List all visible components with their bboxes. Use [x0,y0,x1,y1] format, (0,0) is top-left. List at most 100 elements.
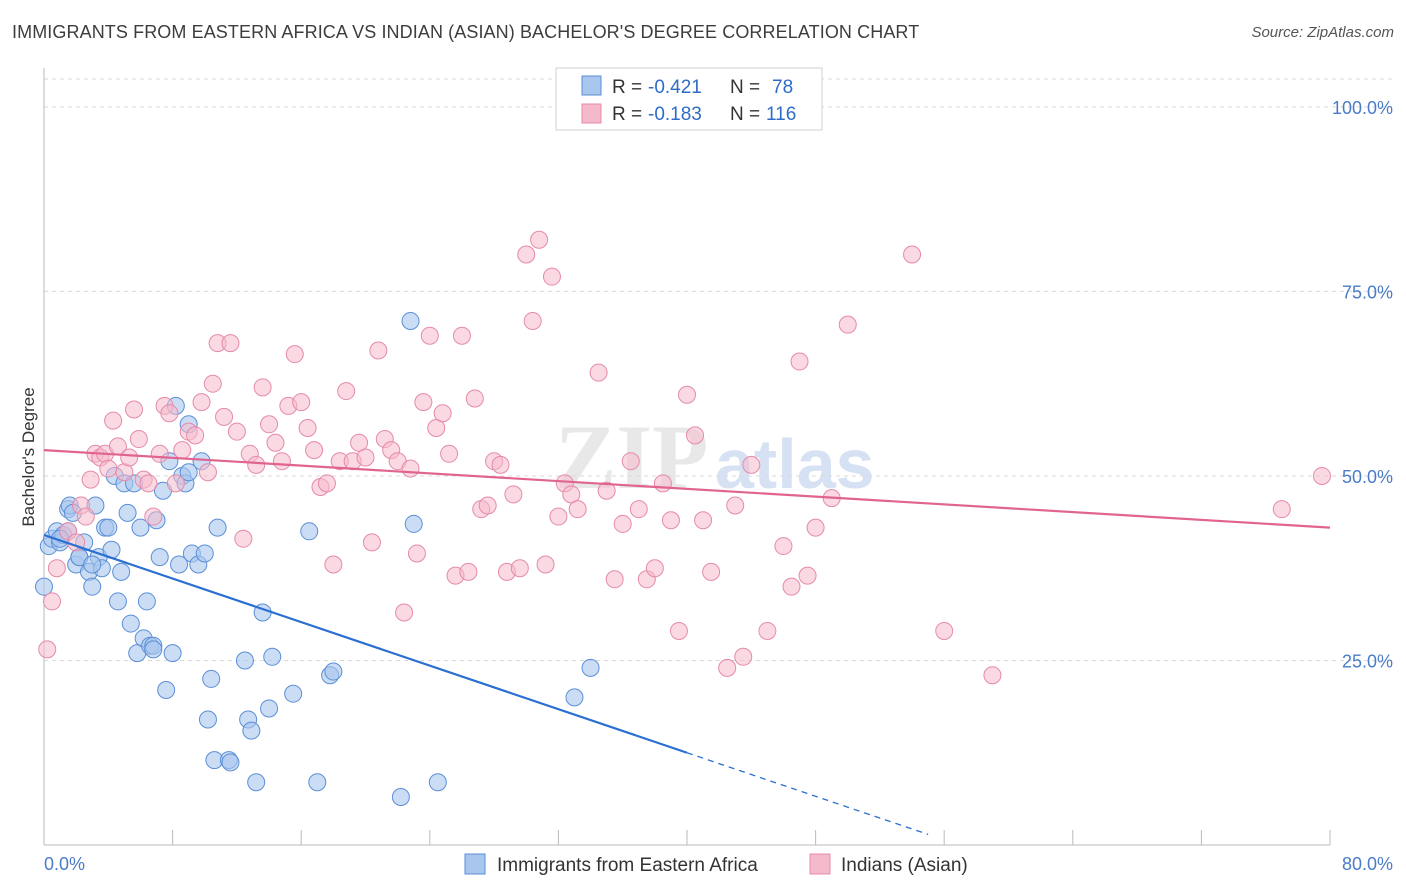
series-eastern-africa-points [35,311,600,807]
data-point-indians [478,496,497,515]
data-point-indians [983,666,1002,685]
bottom-legend-swatch-pink [809,853,831,875]
data-point-eastern-africa [221,753,240,772]
data-point-indians [260,415,279,434]
y-tick-label: 75.0% [1342,282,1393,302]
data-point-indians [227,422,246,441]
data-point-indians [645,559,664,578]
data-point-indians [253,378,272,397]
data-point-indians [517,245,536,264]
data-point-eastern-africa [131,518,150,537]
data-point-indians [726,496,745,515]
data-point-indians [47,559,66,578]
data-point-indians [653,474,672,493]
data-point-indians [774,537,793,556]
trend-line-indians [43,449,1331,529]
legend: R = -0.421 N = 78 R = -0.183 N = 116 [555,67,823,131]
data-point-eastern-africa [170,555,189,574]
data-point-indians [305,441,324,460]
legend-r-value-1: -0.421 [648,77,702,98]
data-point-indians [420,326,439,345]
data-point-indians [298,418,317,437]
data-point-indians [523,311,542,330]
trend-lines [43,449,1331,836]
data-point-eastern-africa [235,651,254,670]
data-point-indians [686,426,705,445]
data-point-indians [782,577,801,596]
data-point-indians [337,382,356,401]
data-point-indians [798,566,817,585]
data-point-indians [621,452,640,471]
data-point-indians [661,511,680,530]
data-point-indians [440,444,459,463]
data-point-indians [1312,466,1331,485]
data-point-indians [247,455,266,474]
data-point-indians [99,459,118,478]
data-point-indians [173,441,192,460]
data-point-indians [292,393,311,412]
data-point-eastern-africa [300,522,319,541]
x-tick-label: 80.0% [1342,854,1393,874]
legend-r-label-2: R = [612,104,642,125]
data-point-indians [192,393,211,412]
data-point-indians [510,559,529,578]
data-point-indians [317,474,336,493]
data-point-indians [76,507,95,526]
data-point-eastern-africa [198,710,217,729]
data-point-indians [678,385,696,404]
data-point-eastern-africa [83,577,102,596]
data-point-indians [597,481,616,500]
data-point-indians [452,326,471,345]
data-point-indians [198,463,217,482]
data-point-indians [186,426,205,445]
data-point-indians [465,389,484,408]
data-point-indians [221,334,240,353]
data-point-indians [669,621,688,640]
data-point-indians [734,647,753,666]
series-indians-points [38,230,1331,685]
data-point-eastern-africa [179,463,198,482]
bottom-legend: Immigrants from Eastern Africa Indians (… [464,853,968,876]
data-point-indians [43,592,62,611]
data-point-indians [758,621,777,640]
data-point-indians [542,267,561,286]
legend-r-label-1: R = [612,77,642,98]
data-point-indians [139,474,158,493]
data-point-eastern-africa [195,544,214,563]
trend-line-eastern-africa-extension [686,752,929,836]
legend-n-label-2: N = [730,104,760,125]
data-point-indians [266,433,285,452]
data-point-indians [144,507,163,526]
data-point-indians [589,363,608,382]
data-point-eastern-africa [260,699,279,718]
bottom-legend-swatch-blue [464,853,486,875]
legend-n-value-2: 116 [766,104,796,125]
data-point-eastern-africa [263,647,282,666]
data-point-eastern-africa [428,773,447,792]
data-point-eastern-africa [137,592,156,611]
data-point-eastern-africa [391,788,410,807]
data-point-eastern-africa [247,773,266,792]
data-point-eastern-africa [83,555,102,574]
data-point-indians [504,485,523,504]
data-point-indians [215,407,234,426]
data-point-eastern-africa [99,518,118,537]
data-point-indians [903,245,922,264]
data-point-eastern-africa [242,721,261,740]
data-point-indians [129,430,148,449]
x-tick-label: 0.0% [44,854,85,874]
data-point-indians [838,315,857,334]
axes [43,68,1331,846]
data-point-eastern-africa [208,518,227,537]
data-point-indians [203,374,222,393]
data-point-indians [702,562,721,581]
data-point-indians [806,518,825,537]
y-tick-label: 100.0% [1332,98,1393,118]
y-axis-label: Bachelor's Degree [19,387,38,526]
data-point-eastern-africa [565,688,584,707]
data-point-indians [694,511,713,530]
data-point-eastern-africa [308,773,327,792]
data-point-indians [362,533,381,552]
data-point-eastern-africa [581,658,600,677]
